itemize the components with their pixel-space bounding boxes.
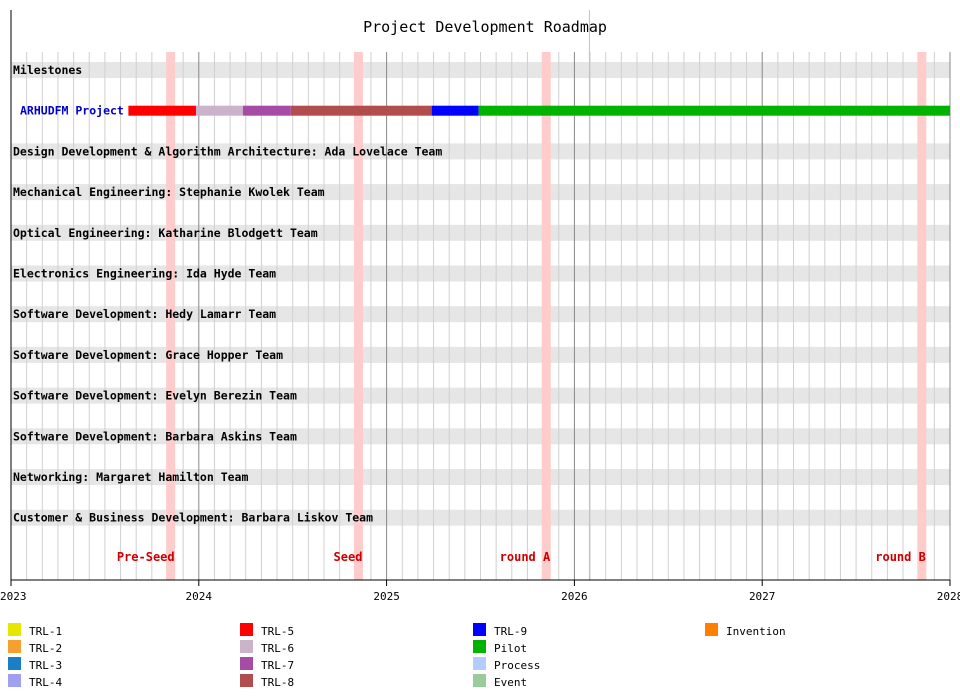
milestone-band [353,52,363,580]
legend-swatch [473,623,486,636]
legend-swatch [8,674,21,687]
grid-lines [10,10,951,580]
milestone-band [541,52,551,580]
row-label: Milestones [13,63,82,77]
x-tick-label: 2027 [749,590,776,603]
legend-swatch [240,674,253,687]
row-label: Mechanical Engineering: Stephanie Kwolek… [13,185,325,199]
x-tick-label: 2025 [373,590,400,603]
x-tick-label: 2024 [186,590,213,603]
legend-label: Pilot [494,642,527,655]
project-segment-trl-7 [242,105,291,116]
milestone-label: round B [875,550,926,564]
legend-label: Event [494,676,527,689]
milestone-labels: Pre-Seed Seed round A round B [117,550,926,564]
legend-label: TRL-9 [494,625,527,638]
row-labels: Milestones ARHUDFM Project Design Developm… [13,63,442,525]
legend-swatch [473,657,486,670]
legend-label: TRL-1 [29,625,62,638]
x-axis: 2023 2024 2025 2026 2027 2028 [0,579,960,603]
row-label: Software Development: Barbara Askins Tea… [13,429,297,443]
row-label: Optical Engineering: Katharine Blodgett … [13,226,318,240]
legend-swatch [705,623,718,636]
x-tick-label: 2028 [937,590,960,603]
project-segments [128,105,950,116]
row-label: Software Development: Evelyn Berezin Tea… [13,389,297,403]
project-segment-trl-9 [431,105,479,116]
legend-swatch [8,657,21,670]
chart-title: Project Development Roadmap [363,18,607,36]
project-segment-trl-5 [128,105,196,116]
legend-label: TRL-3 [29,659,62,672]
milestone-label: Pre-Seed [117,550,175,564]
row-label: Software Development: Grace Hopper Team [13,348,283,362]
legend-swatch [473,674,486,687]
x-tick-label: 2026 [561,590,588,603]
milestone-label: round A [500,550,551,564]
legend-label: TRL-7 [261,659,294,672]
legend-swatch [473,640,486,653]
x-tick-label: 2023 [0,590,27,603]
row-label: Networking: Margaret Hamilton Team [13,470,248,484]
milestone-bands [166,52,927,580]
legend-label: TRL-2 [29,642,62,655]
project-label: ARHUDFM Project [20,104,124,118]
project-segment-trl-6 [195,105,243,116]
row-label: Customer & Business Development: Barbara… [13,511,373,525]
legend-swatch [240,623,253,636]
legend-swatch [8,623,21,636]
milestone-label: Seed [334,550,363,564]
row-label: Electronics Engineering: Ida Hyde Team [13,267,276,281]
legend-label: TRL-5 [261,625,294,638]
legend-swatch [240,640,253,653]
legend-swatch [8,640,21,653]
legend-label: TRL-4 [29,676,62,689]
legend-label: Process [494,659,540,672]
project-segment-pilot [478,105,950,116]
legend-label: Invention [726,625,786,638]
row-label: Software Development: Hedy Lamarr Team [13,307,276,321]
milestone-band [917,52,927,580]
milestone-band [166,52,176,580]
legend-label: TRL-6 [261,642,294,655]
row-label: Design Development & Algorithm Architect… [13,144,442,158]
legend-label: TRL-8 [261,676,294,689]
legend-swatch [240,657,253,670]
project-segment-trl-8 [290,105,432,116]
legend: TRL-1 TRL-2 TRL-3 TRL-4 TRL-5 TRL-6 TRL-7 TRL-8… [8,623,786,689]
